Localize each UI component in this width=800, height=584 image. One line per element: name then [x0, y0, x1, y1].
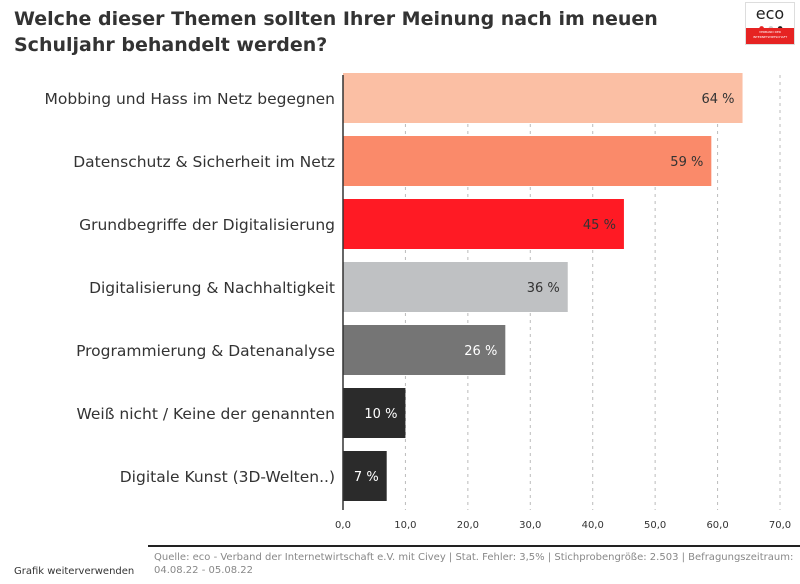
category-label: Weiß nicht / Keine der genannten [76, 405, 335, 423]
category-label: Digitalisierung & Nachhaltigkeit [89, 279, 335, 297]
bar [343, 451, 387, 501]
x-tick-label: 10,0 [394, 520, 416, 531]
data-label: 45 % [583, 218, 616, 233]
data-label: 64 % [702, 92, 735, 107]
x-tick-label: 60,0 [706, 520, 728, 531]
x-tick-label: 40,0 [582, 520, 604, 531]
x-tick-label: 70,0 [769, 520, 791, 531]
logo-subtext: VERBAND DER INTERNETWIRTSCHAFT [746, 28, 794, 44]
chart-title: Welche dieser Themen sollten Ihrer Meinu… [14, 8, 658, 56]
data-label: 10 % [364, 407, 397, 422]
bar [343, 136, 712, 186]
data-label: 36 % [527, 281, 560, 296]
eco-logo: eco ●●● VERBAND DER INTERNETWIRTSCHAFT [745, 2, 795, 45]
data-label: 59 % [670, 155, 703, 170]
footer-divider [148, 545, 800, 547]
category-label: Datenschutz & Sicherheit im Netz [73, 153, 335, 171]
x-tick-label: 20,0 [457, 520, 479, 531]
x-tick-label: 0,0 [335, 520, 351, 531]
bar [343, 325, 506, 375]
source-note: Quelle: eco - Verband der Internetwirtsc… [154, 552, 794, 576]
x-tick-label: 30,0 [519, 520, 541, 531]
x-tick-label: 50,0 [644, 520, 666, 531]
bar [343, 262, 568, 312]
category-label: Digitale Kunst (3D-Welten..) [120, 468, 335, 486]
bar [343, 73, 743, 123]
reuse-graphic-link[interactable]: Grafik weiterverwenden [14, 566, 135, 577]
category-label: Programmierung & Datenanalyse [76, 342, 335, 360]
bar-chart: 0,0 10,0 20,0 30,0 40,0 50,0 60,0 70,0 64 % Mobbi… [45, 73, 791, 531]
logo-text: eco [755, 4, 785, 23]
data-label: 7 % [354, 470, 379, 485]
category-label: Mobbing und Hass im Netz begegnen [45, 90, 335, 108]
bar [343, 388, 406, 438]
data-label: 26 % [464, 344, 497, 359]
bar [343, 199, 624, 249]
category-label: Grundbegriffe der Digitalisierung [79, 216, 335, 234]
